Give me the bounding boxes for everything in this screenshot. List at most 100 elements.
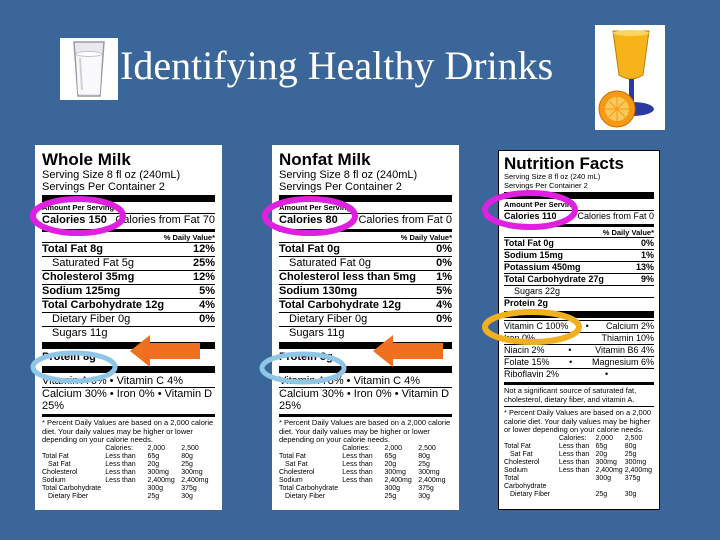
table-cell: 2,400mg bbox=[147, 476, 175, 484]
nutrient-label: Cholesterol less than 5mg bbox=[279, 271, 416, 283]
table-cell: Dietary Fiber bbox=[510, 490, 551, 498]
table-cell: Sodium bbox=[42, 476, 66, 484]
protein: Protein 2g bbox=[504, 297, 654, 309]
nutrient-label: Total Carbohydrate 12g bbox=[42, 299, 165, 311]
nutrient-label: Sugars 11g bbox=[289, 327, 345, 339]
table-cell: 300mg bbox=[595, 458, 617, 466]
bullet: • bbox=[568, 345, 572, 355]
table-cell: 2,400mg bbox=[418, 476, 446, 484]
amount-per-serving: Amount Per Serving bbox=[504, 200, 577, 209]
table-header-cell: Calories: bbox=[342, 444, 370, 452]
table-header-cell: 2,500 bbox=[418, 444, 436, 452]
vitamins-line-1: Vitamin A 6% • Vitamin C 4% bbox=[42, 375, 184, 387]
nutrient-row: Sugars 11g bbox=[42, 326, 215, 340]
reference-table: Calories: 2,000 2,500 Total Fat Less than 65g… bbox=[279, 445, 452, 501]
table-cell: Sodium bbox=[504, 466, 528, 474]
table-cell: 30g bbox=[418, 492, 430, 500]
table-header-cell: 2,500 bbox=[624, 434, 643, 442]
footnote: * Percent Daily Values are based on a 2,… bbox=[279, 418, 451, 444]
table-cell: 20g bbox=[595, 450, 608, 458]
table-cell: Total Fat bbox=[279, 452, 306, 460]
nutrient-rows: Total Fat 0g 0% Sodium 15mg 1% Potassium 450… bbox=[504, 237, 654, 297]
table-cell: 375g bbox=[181, 484, 197, 492]
serving-size: Serving Size 8 fl oz (240mL) bbox=[279, 169, 418, 181]
nutrient-label: Cholesterol 35mg bbox=[42, 271, 135, 283]
table-cell: Less than bbox=[558, 442, 590, 450]
nutrient-daily-value: 0% bbox=[199, 313, 215, 325]
table-cell: 30g bbox=[624, 490, 637, 498]
nutrient-daily-value: 1% bbox=[436, 271, 452, 283]
nutrient-row: Sodium 125mg 5% bbox=[42, 284, 215, 298]
table-cell: Total Fat bbox=[42, 452, 69, 460]
table-cell: 25g bbox=[181, 460, 193, 468]
vitamin-row: Folate 15% • Magnesium 6% bbox=[504, 356, 654, 368]
table-cell: 25g bbox=[624, 450, 637, 458]
nutrient-row: Saturated Fat 5g 25% bbox=[42, 256, 215, 270]
table-cell: 25g bbox=[418, 460, 430, 468]
amount-per-serving: Amount Per Serving bbox=[42, 203, 115, 212]
table-cell: Less than bbox=[105, 460, 136, 468]
milk-glass-icon bbox=[60, 38, 118, 100]
nutrient-row: Sodium 130mg 5% bbox=[279, 284, 452, 298]
nutrient-label: Total Carbohydrate 12g bbox=[279, 299, 402, 311]
calories-from-fat: Calories from Fat 0 bbox=[358, 213, 452, 226]
nutrient-rows: Total Fat 8g 12% Saturated Fat 5g 25% Choles… bbox=[42, 242, 215, 340]
nutrient-row: Potassium 450mg 13% bbox=[504, 261, 654, 273]
table-cell: 65g bbox=[384, 452, 397, 460]
nutrient-daily-value: 4% bbox=[436, 299, 452, 311]
table-cell: 25g bbox=[147, 492, 160, 500]
table-cell: 65g bbox=[595, 442, 608, 450]
nutrient-daily-value: 12% bbox=[192, 243, 215, 255]
nutrient-row: Total Carbohydrate 12g 4% bbox=[279, 298, 452, 312]
table-cell: Less than bbox=[105, 476, 136, 484]
vitamin-right: Thiamin 10% bbox=[601, 333, 654, 343]
nonfat-milk-label: Nonfat Milk Serving Size 8 fl oz (240mL)… bbox=[272, 145, 459, 510]
nutrient-label: Sugars 11g bbox=[52, 327, 108, 339]
table-cell: 65g bbox=[147, 452, 160, 460]
nutrient-row: Sugars 11g bbox=[279, 326, 452, 340]
table-header-cell: 2,500 bbox=[181, 444, 199, 452]
table-cell: 25g bbox=[595, 490, 608, 498]
vitamins-line-2: Calcium 30% • Iron 0% • Vitamin D 25% bbox=[42, 387, 215, 412]
calories-circle-whole-milk bbox=[30, 196, 126, 236]
whole-milk-label: Whole Milk Serving Size 8 fl oz (240mL) … bbox=[35, 145, 222, 510]
table-cell: Less than bbox=[342, 452, 373, 460]
vitamin-right: Calcium 2% bbox=[605, 321, 654, 331]
table-cell: Less than bbox=[558, 450, 590, 458]
orange-juice-icon bbox=[595, 25, 665, 130]
servings-per-container: Servings Per Container 2 bbox=[42, 181, 165, 193]
vitamin-left: Folate 15% bbox=[504, 357, 550, 367]
nutrient-row: Dietary Fiber 0g 0% bbox=[42, 312, 215, 326]
nutrient-row: Cholesterol less than 5mg 1% bbox=[279, 270, 452, 284]
table-cell: 300mg bbox=[624, 458, 647, 466]
table-cell: Total Carbohydrate bbox=[42, 484, 102, 492]
reference-table: Calories: 2,000 2,500 Total Fat Less than 65g… bbox=[42, 445, 215, 501]
table-cell: Sodium bbox=[279, 476, 303, 484]
servings-per-container: Servings Per Container 2 bbox=[279, 181, 402, 193]
table-cell: 300mg bbox=[418, 468, 440, 476]
table-cell: 20g bbox=[384, 460, 397, 468]
table-cell: 375g bbox=[624, 474, 641, 482]
table-cell: Less than bbox=[342, 460, 373, 468]
calories-from-fat: Calories from Fat 70 bbox=[115, 213, 215, 226]
vitamin-c-circle-orange-juice bbox=[482, 309, 582, 345]
table-cell: 2,400mg bbox=[384, 476, 412, 484]
nutrient-label: Dietary Fiber 0g bbox=[52, 313, 131, 325]
nutrient-label: Dietary Fiber 0g bbox=[289, 313, 368, 325]
calories: Calories 110 bbox=[504, 210, 557, 221]
table-cell: Less than bbox=[105, 468, 136, 476]
nutrient-row: Sugars 22g bbox=[504, 285, 654, 297]
footnote: * Percent Daily Values are based on a 2,… bbox=[42, 418, 214, 444]
vitamin-row: Riboflavin 2% • bbox=[504, 368, 654, 380]
serving-size: Serving Size 8 fl oz (240 mL) bbox=[504, 172, 601, 181]
nutrient-row: Saturated Fat 0g 0% bbox=[279, 256, 452, 270]
label-title: Whole Milk bbox=[42, 150, 131, 169]
nutrient-daily-value: 25% bbox=[192, 257, 215, 269]
vitamins-line-2: Calcium 30% • Iron 0% • Vitamin D 25% bbox=[279, 387, 452, 412]
arrow-left-icon bbox=[373, 335, 443, 367]
amount-per-serving: Amount Per Serving bbox=[279, 203, 352, 212]
table-cell: Less than bbox=[342, 476, 373, 484]
table-cell: 300mg bbox=[147, 468, 169, 476]
table-cell: Dietary Fiber bbox=[285, 492, 326, 500]
